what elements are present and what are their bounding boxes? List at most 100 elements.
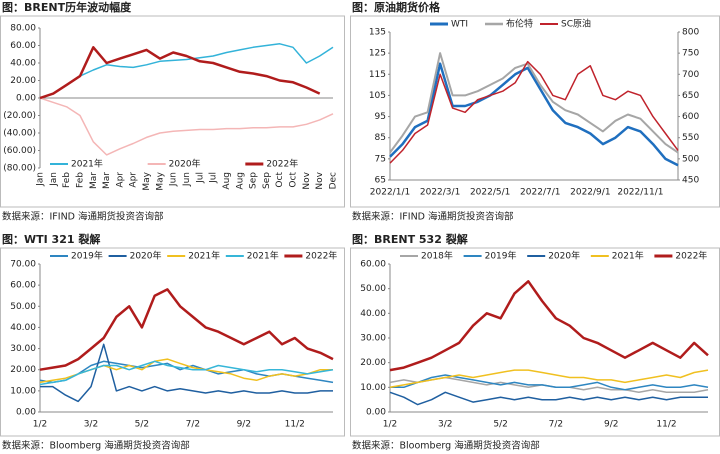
series-line: [39, 288, 334, 371]
y-tick-label: 95: [375, 112, 386, 122]
source: 数据来源：Bloomberg 海通期货投资咨询部: [352, 440, 540, 452]
panel-border: [0, 15, 345, 208]
series-line: [389, 60, 679, 164]
series-line: [39, 43, 334, 99]
source: 数据来源：IFIND 海通期货投资咨询部: [352, 211, 514, 223]
x-tick-label: Nov: [315, 171, 325, 189]
series-line: [40, 343, 333, 403]
x-tick-label: Oct: [275, 172, 285, 188]
y2-tick-label: 700: [682, 70, 699, 80]
legend-label: SC原油: [561, 18, 591, 30]
legend-label: 2021年: [247, 250, 279, 262]
x-tick-label: Jun: [182, 172, 192, 187]
y-tick-label: 40.00: [10, 59, 36, 69]
panel-border: [350, 247, 720, 437]
series-line: [39, 46, 321, 100]
x-tick-label: Mar: [102, 172, 112, 189]
y-tick-label: 20.00: [10, 76, 36, 86]
x-tick-label: 1/2: [33, 420, 47, 430]
legend-label: 2020年: [548, 250, 580, 262]
x-tick-label: Dec: [329, 172, 339, 189]
x-tick-label: Jun: [169, 172, 179, 187]
y-tick-label: 0.00: [16, 94, 36, 104]
y-tick-label: 125: [369, 49, 386, 59]
y-tick-label: 50.00: [10, 302, 36, 312]
y-tick-label: 105: [369, 91, 386, 101]
legend-label: 2019年: [71, 250, 103, 262]
legend-label: 2020年: [130, 250, 162, 262]
y-tick-label: 60.00: [10, 41, 36, 51]
legend-label: 2021年: [71, 158, 103, 170]
legend-label: 2018年: [421, 250, 453, 262]
y-tick-label: 70.00: [10, 260, 36, 270]
x-tick-label: 5/2: [135, 420, 149, 430]
x-tick-label: 7/2: [549, 420, 563, 430]
x-tick-label: 11/2: [656, 420, 676, 430]
legend-label: 2022年: [266, 158, 298, 170]
chart-title: 图：WTI 321 裂解: [2, 232, 100, 246]
y-tick-label: 10.00: [360, 383, 386, 393]
series-line: [39, 360, 334, 386]
series-line: [389, 280, 709, 372]
series-line: [390, 374, 709, 391]
y-tick-label: 10.00: [10, 386, 36, 396]
legend-label: 2019年: [485, 250, 517, 262]
series-line: [39, 97, 334, 156]
panel-border: [350, 15, 720, 208]
y-tick-label: 20.00: [360, 358, 386, 368]
y-tick-label: 115: [369, 70, 386, 80]
y-tick-label: 60.00: [10, 281, 36, 291]
series-line: [389, 391, 708, 406]
legend-label: 布伦特: [506, 18, 533, 30]
chart-title: 图：BRENT 532 裂解: [352, 232, 468, 246]
x-tick-label: Apr: [129, 172, 139, 188]
series-line: [389, 52, 679, 154]
source: 数据来源：IFIND 海通期货投资咨询部: [2, 211, 164, 223]
x-tick-label: 3/2: [84, 420, 98, 430]
y2-tick-label: 800: [682, 28, 699, 38]
chart-title: 图：BRENT历年波动幅度: [2, 0, 132, 14]
y2-tick-label: 450: [682, 176, 699, 186]
y-tick-label: 20.00: [10, 365, 36, 375]
series-line: [389, 376, 709, 394]
x-tick-label: 11/2: [285, 420, 305, 430]
y-tick-label: 135: [369, 28, 386, 38]
x-tick-label: Jul: [195, 172, 205, 184]
y-tick-label: 30.00: [10, 344, 36, 354]
y-tick-label: 50.00: [360, 284, 386, 294]
x-tick-label: Sep: [249, 172, 259, 189]
y-tick-label: 30.00: [360, 334, 386, 344]
y2-tick-label: 550: [682, 133, 699, 143]
x-tick-label: Sep: [262, 172, 272, 189]
y-tick-label: 65: [375, 176, 386, 186]
y-tick-label: (80.00): [3, 164, 36, 174]
y-tick-label: 85: [375, 133, 386, 143]
y-tick-label: (40.00): [3, 129, 36, 139]
y-tick-label: 75: [375, 154, 386, 164]
x-tick-label: 7/2: [186, 420, 200, 430]
x-tick-label: 2022/9/1: [570, 188, 610, 198]
y2-tick-label: 600: [682, 112, 699, 122]
y2-tick-label: 650: [682, 91, 699, 101]
x-tick-label: 9/2: [237, 420, 251, 430]
x-tick-label: May: [155, 171, 165, 190]
source: 数据来源：Bloomberg 海通期货投资咨询部: [2, 440, 190, 452]
legend-label: WTI: [451, 20, 468, 30]
y-tick-label: (60.00): [3, 146, 36, 156]
x-tick-label: Feb: [62, 172, 72, 188]
x-tick-label: Aug: [235, 172, 245, 190]
y-tick-label: 80.00: [10, 24, 36, 34]
x-tick-label: 2022/3/1: [420, 188, 460, 198]
legend-label: 2021年: [188, 250, 220, 262]
legend-label: 2022年: [675, 250, 707, 262]
legend-label: 2021年: [612, 250, 644, 262]
x-tick-label: Apr: [115, 172, 125, 188]
x-tick-label: Aug: [222, 172, 232, 190]
x-tick-label: 9/2: [604, 420, 618, 430]
y-tick-label: 0.00: [366, 408, 386, 418]
series-line: [389, 369, 709, 389]
x-tick-label: Feb: [75, 172, 85, 188]
x-tick-label: Mar: [89, 172, 99, 189]
x-tick-label: Jul: [209, 172, 219, 184]
x-tick-label: May: [142, 171, 152, 190]
